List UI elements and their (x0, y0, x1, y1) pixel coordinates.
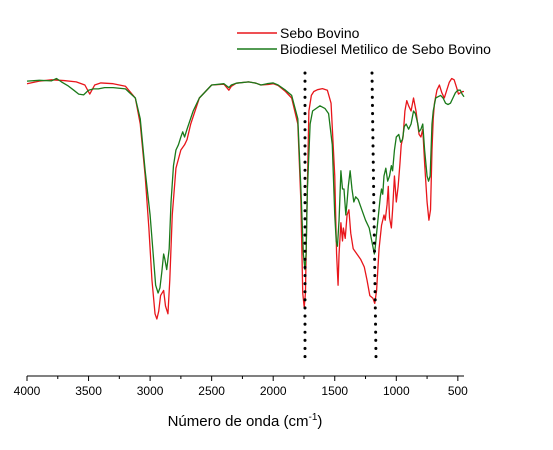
series-line-sebo-bovino (26, 77, 464, 320)
x-axis-title-close: ) (317, 413, 322, 430)
legend-label-sebo-bovino: Sebo Bovino (280, 25, 360, 41)
x-axis-title-main: Número de onda (cm (168, 413, 309, 430)
x-tick-label-4000: 4000 (14, 384, 41, 398)
series-line-biodiesel (26, 77, 465, 294)
x-tick-label-1500: 1500 (321, 384, 348, 398)
legend: Sebo Bovino Biodiesel Metilico de Sebo B… (237, 25, 491, 57)
x-axis-title: Número de onda (cm-1) (168, 412, 323, 430)
x-tick-label-3500: 3500 (75, 384, 102, 398)
dotted-marker-ester (370, 71, 378, 359)
reference-markers (303, 71, 378, 359)
x-tick-label-2000: 2000 (260, 384, 287, 398)
x-axis-ticks: 4000 3500 3000 2500 2000 1500 1000 500 (14, 376, 468, 398)
x-axis-title-superscript: -1 (309, 412, 318, 423)
x-tick-label-1000: 1000 (383, 384, 410, 398)
x-tick-label-2500: 2500 (198, 384, 225, 398)
legend-label-biodiesel: Biodiesel Metilico de Sebo Bovino (280, 41, 491, 57)
x-tick-label-500: 500 (448, 384, 468, 398)
x-tick-label-3000: 3000 (137, 384, 164, 398)
plot-area (26, 77, 465, 320)
